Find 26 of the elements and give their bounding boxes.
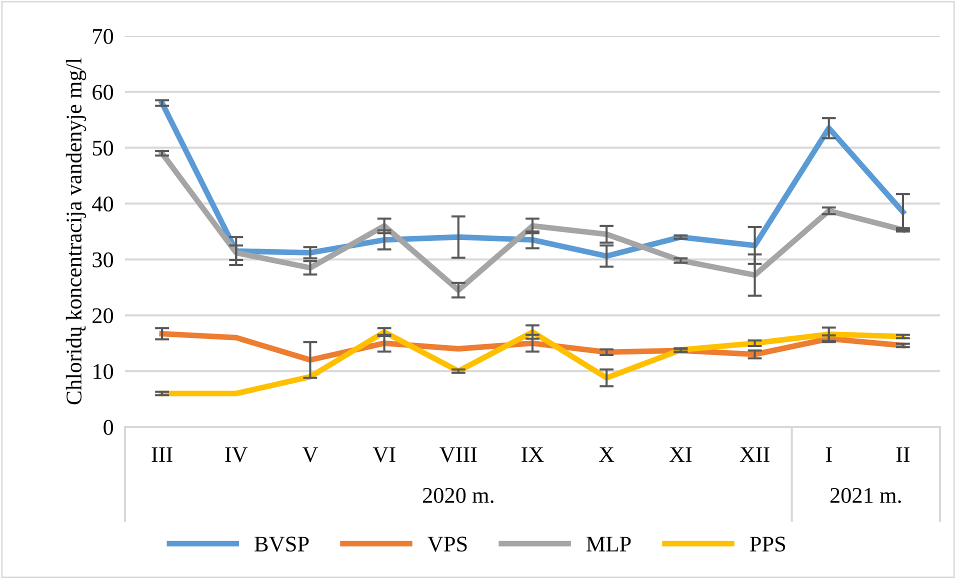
x-tick-label: V	[302, 447, 318, 462]
text: 2021 m.	[830, 488, 901, 504]
y-tick-label: 50	[92, 140, 114, 156]
x-tick-label: II	[896, 447, 910, 462]
y-tick-label: 30	[92, 252, 114, 268]
x-tick-label: IV	[225, 447, 248, 462]
legend-label: PPS	[750, 536, 786, 552]
legend-label: BVSP	[254, 536, 309, 552]
legend-label: MLP	[586, 536, 631, 552]
y-tick-label: 70	[93, 28, 114, 44]
y-tick-label: 40	[92, 196, 114, 212]
x-tick-label: VI	[372, 447, 396, 462]
x-tick-label: XII	[740, 447, 770, 462]
y-tick-label: 60	[92, 84, 114, 100]
y-tick-label: 20	[92, 308, 114, 324]
x-tick-label: I	[826, 447, 832, 462]
legend-label: VPS	[428, 536, 467, 552]
x-tick-label: IX	[522, 447, 544, 462]
x-tick-label: XI	[669, 447, 692, 462]
text: 2020 m.	[422, 488, 494, 504]
x-tick-label: VIII	[440, 447, 477, 462]
y-axis-title: Chloridų koncentracija vandenyje mg/l	[66, 58, 86, 404]
y-tick-label: 0	[104, 420, 114, 435]
x-tick-label: X	[599, 447, 614, 462]
x-tick-label: III	[152, 447, 172, 462]
y-tick-label: 10	[94, 364, 114, 380]
